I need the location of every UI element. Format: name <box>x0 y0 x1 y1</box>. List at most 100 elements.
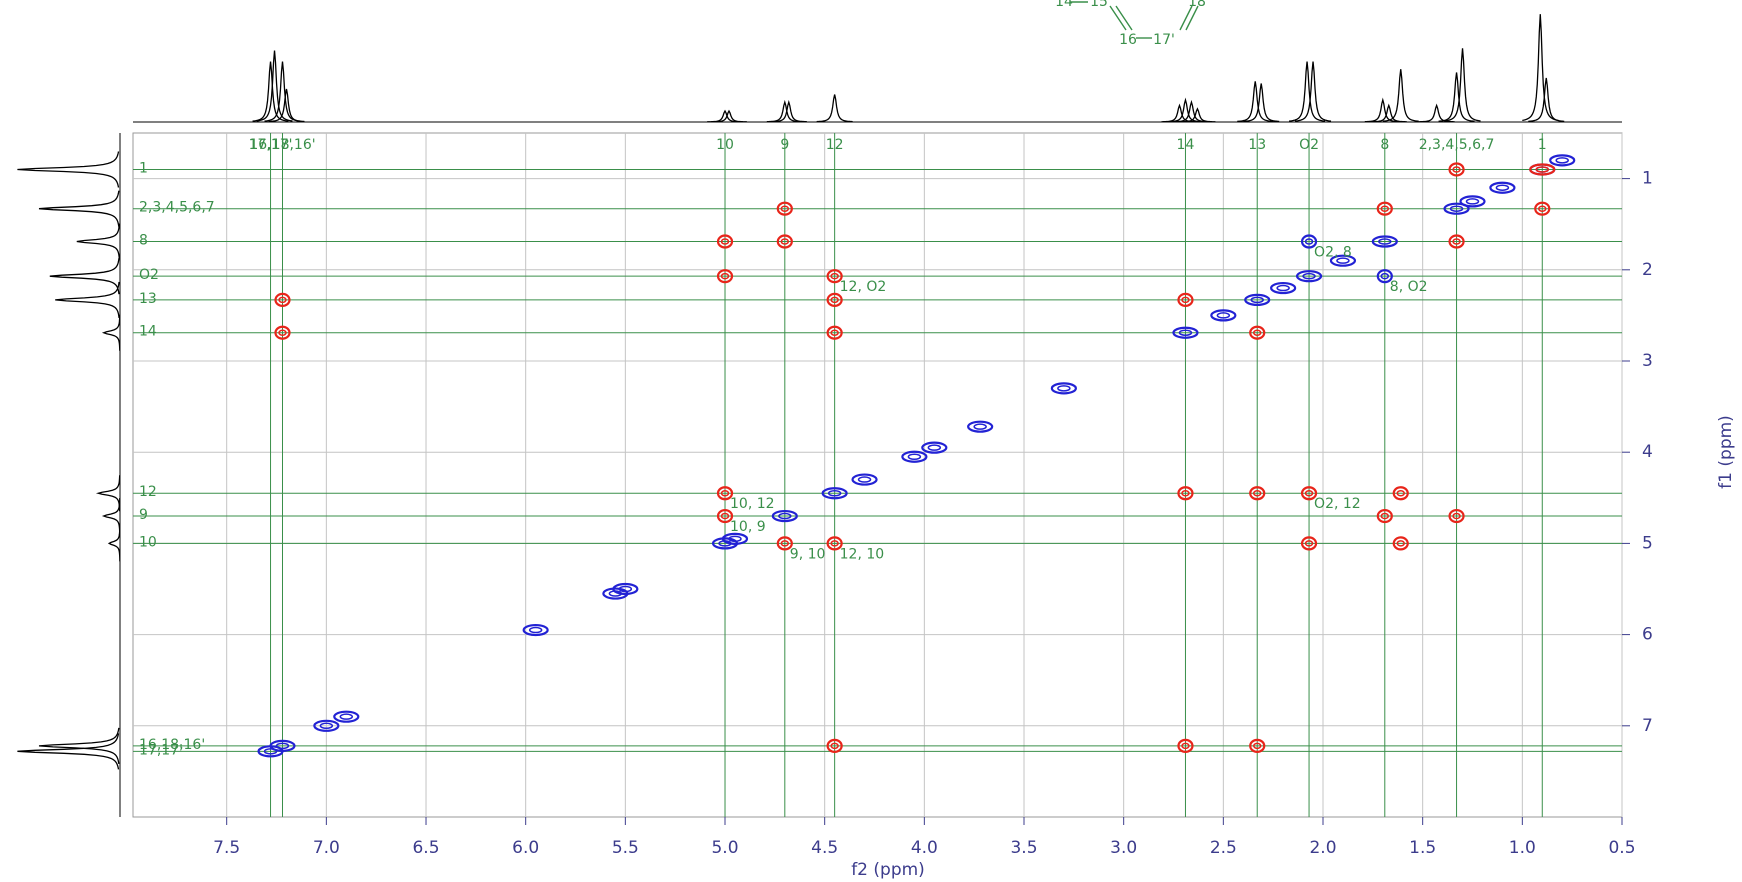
cross-peak-core <box>1304 540 1314 547</box>
assignment-label-left: 14 <box>139 324 157 340</box>
cross-peak-core <box>1495 184 1510 191</box>
cross-peak-core <box>1555 157 1569 164</box>
cross-peak-core <box>778 512 792 520</box>
cross-peak-core <box>830 296 839 304</box>
f2-projection-peak <box>1382 69 1419 122</box>
cross-peak <box>1489 181 1516 194</box>
assignment-label-top: 17,17' <box>249 137 293 153</box>
cross-peak-core <box>720 272 730 280</box>
cross-peak-core <box>1452 238 1461 245</box>
y-tick-label: 6 <box>1642 625 1653 645</box>
cross-peak-core <box>1276 284 1290 292</box>
f1-projection-peak <box>17 733 120 770</box>
cross-peak-core <box>1302 272 1316 280</box>
cross-peak-label: 12, 10 <box>840 546 885 562</box>
cross-peak-core <box>1178 329 1193 336</box>
cross-peak <box>274 292 291 307</box>
cross-peak-core <box>1250 296 1264 304</box>
f2-projection-peak <box>1294 61 1332 122</box>
structure-label: 16 <box>1119 32 1137 48</box>
cross-peak <box>776 234 793 249</box>
f1-projection-peak <box>17 151 120 188</box>
f1-projection-peak <box>76 223 121 260</box>
cross-peak-core <box>1380 205 1390 212</box>
cross-peak-core <box>1396 489 1405 497</box>
cross-peak-core <box>1181 742 1190 750</box>
cross-peak-label: O2, 12 <box>1314 496 1361 512</box>
assignment-label-left: 2,3,4,5,6,7 <box>139 200 215 216</box>
cross-peak <box>721 532 749 545</box>
f2-projection-peak <box>1444 48 1481 122</box>
cross-peak <box>1534 201 1551 216</box>
cross-peak-core <box>907 453 922 461</box>
x-tick-label: 4.5 <box>811 838 838 858</box>
y-tick-label: 5 <box>1642 533 1653 553</box>
cross-peak-core <box>1057 385 1071 392</box>
cross-peak <box>1549 154 1576 167</box>
f2-projection-peak <box>1179 107 1216 123</box>
structure-label: 15 <box>1090 0 1108 10</box>
cross-peak-core <box>1304 489 1314 497</box>
cross-peak <box>821 487 848 500</box>
cross-peak-core <box>1252 742 1262 750</box>
cross-peak-core <box>830 272 839 280</box>
assignment-label-left: O2 <box>139 267 159 283</box>
f2-projection-peak <box>1237 81 1274 123</box>
cross-peak <box>522 623 549 637</box>
cross-peak <box>716 234 734 249</box>
assignment-label-top: 8 <box>1380 137 1389 153</box>
cross-peak-core <box>278 296 287 304</box>
cross-peak <box>716 486 734 501</box>
cross-peak <box>1244 293 1271 306</box>
cross-peak <box>1443 202 1470 215</box>
cross-peak <box>1392 536 1409 551</box>
cross-peak-core <box>780 540 790 547</box>
x-tick-label: 2.0 <box>1309 838 1336 858</box>
x-tick-label: 2.5 <box>1210 838 1237 858</box>
cross-peak <box>776 201 793 216</box>
cross-peak <box>1329 254 1357 267</box>
y-tick-label: 4 <box>1642 442 1653 462</box>
cross-peak <box>1177 292 1194 307</box>
f2-projection-peak <box>268 88 305 123</box>
cross-peak <box>313 719 340 732</box>
f2-projection-peak <box>256 50 293 122</box>
cross-peak-core <box>830 540 839 547</box>
assignment-label-top: 16,18,16' <box>249 137 315 153</box>
cross-peak-core <box>857 476 872 483</box>
x-axis-title: f2 (ppm) <box>851 860 925 880</box>
f1-projection-peak <box>101 498 121 535</box>
cross-peak <box>826 536 843 551</box>
cross-peak <box>1295 270 1323 283</box>
f1-projection-peak <box>101 314 121 351</box>
cross-peak-core <box>1252 329 1262 336</box>
x-tick-label: 6.0 <box>512 838 539 858</box>
cross-peak <box>826 292 843 307</box>
cross-peak-core <box>720 238 730 245</box>
cross-peak <box>1371 235 1398 248</box>
cross-peak <box>274 325 291 340</box>
cross-peak <box>1300 486 1318 501</box>
f2-projection-peak <box>1528 77 1565 123</box>
f2-projection-peak <box>1522 14 1559 122</box>
assignment-label-left: 9 <box>139 507 148 523</box>
assignment-label-top: 13 <box>1248 137 1266 153</box>
cross-peak-core <box>1336 257 1350 264</box>
cross-peak <box>1050 382 1077 395</box>
structure-label: 17' <box>1153 32 1175 48</box>
f2-projection-peak <box>766 99 803 123</box>
cross-peak <box>1210 309 1237 322</box>
f1-projection-peak <box>38 190 120 227</box>
cross-peak-core <box>827 489 842 497</box>
cross-peak <box>1529 163 1556 176</box>
cross-peak <box>1448 508 1465 524</box>
y-tick-label: 2 <box>1642 260 1653 280</box>
x-tick-label: 4.0 <box>911 838 938 858</box>
cross-peak <box>1300 234 1318 249</box>
assignment-label-left: 8 <box>139 233 148 249</box>
y-tick-label: 7 <box>1642 716 1653 736</box>
assignment-label-top: O2 <box>1299 137 1319 153</box>
cross-peak <box>921 441 948 454</box>
